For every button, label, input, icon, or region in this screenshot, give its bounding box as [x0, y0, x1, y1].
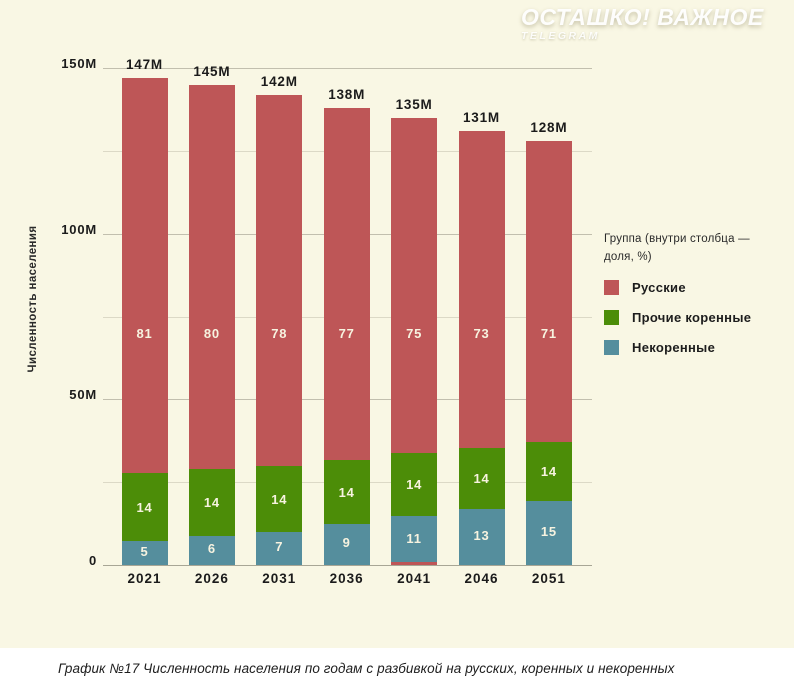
- share-label-other-indigenous: 14: [203, 495, 220, 511]
- bar-total-label: 142M: [260, 73, 298, 89]
- segment-non-indigenous: [121, 540, 168, 565]
- legend-swatch: [604, 340, 619, 355]
- x-tick-label: 2031: [262, 571, 297, 586]
- segment-russians: [256, 94, 303, 466]
- share-label-russians: 81: [136, 325, 153, 341]
- y-tick-label: 100M: [61, 221, 97, 237]
- bar-total-label: 131M: [463, 109, 500, 125]
- share-label-non-indigenous: 9: [342, 535, 351, 551]
- segment-russians: [458, 130, 505, 448]
- share-label-non-indigenous: 13: [473, 527, 490, 543]
- segment-other-indigenous: [458, 447, 505, 509]
- segment-non-indigenous: [256, 531, 303, 565]
- share-label-other-indigenous: 14: [540, 464, 557, 480]
- watermark-title: ОСТАШКО! ВАЖНОЕ: [521, 4, 764, 30]
- bar-2036: 77 14 9: [323, 107, 370, 565]
- legend-item-label: Некоренные: [632, 340, 716, 355]
- share-label-other-indigenous: 14: [338, 484, 355, 500]
- chart-caption: График №17 Численность населения по года…: [58, 661, 675, 676]
- bar-2051: 71 14 15: [525, 140, 572, 565]
- legend-item-1: Прочие коренные: [604, 310, 751, 325]
- segment-non-indigenous: [458, 508, 505, 565]
- share-label-russians: 80: [203, 325, 220, 341]
- bar-total-label: 147M: [126, 56, 163, 72]
- x-tick-label: 2026: [194, 571, 229, 586]
- share-label-russians: 77: [338, 325, 355, 341]
- segment-russians: [391, 117, 438, 453]
- share-label-russians: 71: [540, 325, 557, 341]
- x-tick-label: 2046: [464, 571, 499, 586]
- base-sliver: [391, 561, 438, 565]
- x-tick-label: 2051: [531, 571, 566, 586]
- gridline: [103, 68, 592, 69]
- segment-russians: [323, 107, 370, 460]
- segment-russians: [121, 77, 168, 473]
- legend-item-0: Русские: [604, 280, 751, 295]
- segment-other-indigenous: [525, 441, 572, 501]
- gridline: [103, 565, 592, 566]
- share-label-other-indigenous: 14: [473, 471, 490, 487]
- x-tick-label: 2021: [127, 571, 162, 586]
- x-tick-label: 2036: [329, 571, 364, 586]
- bar-2021: 81 14 5: [121, 77, 168, 565]
- legend-item-label: Русские: [632, 280, 686, 295]
- chart-legend: Группа (внутри столбца — доля, %) Русски…: [604, 231, 789, 355]
- segment-non-indigenous: [525, 500, 572, 565]
- bar-total-label: 128M: [530, 119, 568, 135]
- watermark: ОСТАШКО! ВАЖНОЕ TELEGRAM: [521, 4, 764, 43]
- segment-russians: [188, 84, 235, 469]
- share-label-non-indigenous: 11: [406, 531, 422, 547]
- segment-other-indigenous: [256, 465, 303, 532]
- share-label-non-indigenous: 15: [540, 523, 557, 539]
- y-tick-label: 50M: [69, 387, 97, 403]
- bar-2046: 73 14 13: [458, 130, 505, 565]
- share-label-russians: 75: [406, 325, 423, 341]
- legend-item-label: Прочие коренные: [632, 310, 752, 325]
- share-label-other-indigenous: 14: [136, 499, 153, 515]
- bar-2031: 78 14 7: [256, 94, 303, 565]
- y-tick-label: 150M: [61, 56, 97, 71]
- bar-total-label: 138M: [328, 86, 366, 102]
- chart-plot-area: ОСТАШКО! ВАЖНОЕ TELEGRAM Численность нас…: [27, 4, 789, 586]
- share-label-non-indigenous: 7: [275, 539, 284, 555]
- segment-other-indigenous: [391, 452, 438, 516]
- segment-other-indigenous: [188, 468, 235, 536]
- caption-strip: График №17 Численность населения по года…: [0, 648, 794, 689]
- legend-swatch: [604, 310, 619, 325]
- legend-item-2: Некоренные: [604, 340, 751, 355]
- x-tick-label: 2041: [397, 571, 432, 586]
- segment-russians: [525, 140, 572, 442]
- bar-total-label: 145M: [193, 63, 231, 79]
- segment-non-indigenous: [391, 515, 438, 565]
- share-label-russians: 78: [271, 325, 288, 341]
- y-tick-label: 0: [88, 553, 97, 568]
- segment-other-indigenous: [323, 459, 370, 524]
- legend-items: Русские Прочие коренные Некоренные: [604, 280, 751, 370]
- segment-non-indigenous: [323, 523, 370, 565]
- legend-swatch: [604, 280, 619, 295]
- segment-other-indigenous: [121, 472, 168, 541]
- watermark-subtitle: TELEGRAM: [521, 30, 600, 43]
- legend-title: Группа (внутри столбца — доля, %): [604, 233, 750, 263]
- share-label-other-indigenous: 14: [406, 477, 423, 493]
- y-axis-title: Численность населения: [27, 225, 39, 373]
- share-label-non-indigenous: 6: [207, 541, 216, 557]
- share-label-other-indigenous: 14: [271, 491, 288, 507]
- share-label-russians: 73: [473, 325, 490, 341]
- bar-2041: 75 14 11: [391, 117, 438, 565]
- bar-total-label: 135M: [395, 96, 433, 112]
- segment-non-indigenous: [188, 535, 235, 565]
- share-label-non-indigenous: 5: [140, 543, 149, 559]
- bar-2026: 80 14 6: [188, 84, 235, 565]
